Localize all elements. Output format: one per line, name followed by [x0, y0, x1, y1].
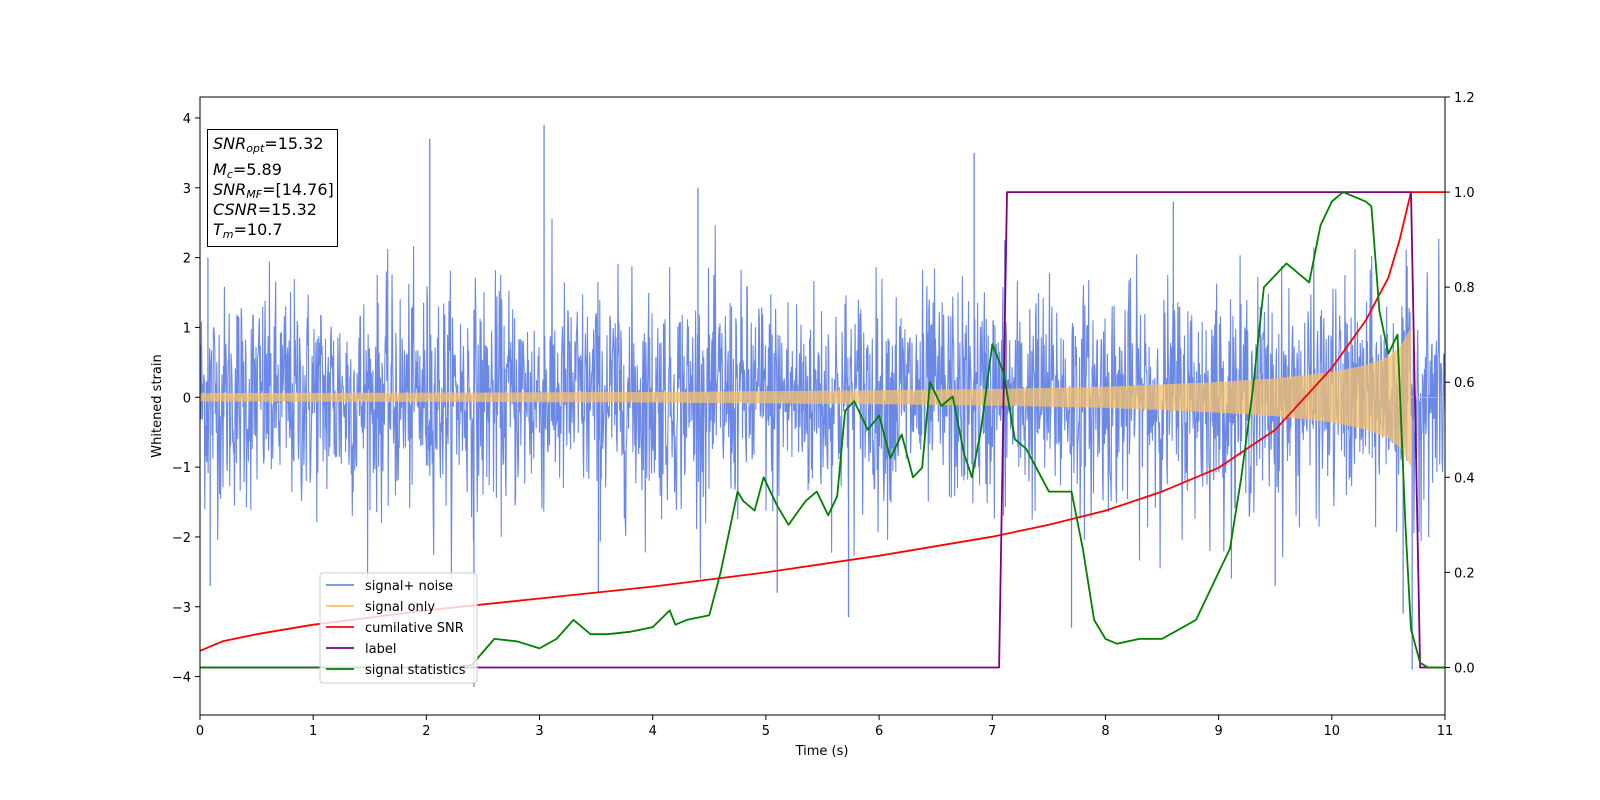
- legend-label: label: [365, 642, 396, 657]
- y-tick-label: −2: [172, 531, 191, 546]
- legend-label: signal only: [365, 600, 435, 615]
- y2-tick-label: 0.8: [1454, 281, 1475, 296]
- y-tick-label: 1: [183, 321, 191, 336]
- csnr-row: CSNR=15.32: [213, 200, 317, 219]
- x-tick-label: 6: [875, 724, 883, 739]
- x-tick-label: 10: [1324, 724, 1341, 739]
- y-tick-label: −4: [172, 671, 191, 686]
- snr-opt-row: SNRopt=15.32: [213, 134, 324, 155]
- legend-label: cumilative SNR: [365, 621, 464, 636]
- x-tick-label: 0: [196, 724, 204, 739]
- y2-tick-label: 0.2: [1454, 566, 1475, 581]
- x-tick-label: 3: [535, 724, 543, 739]
- y2-tick-label: 0.0: [1454, 661, 1475, 676]
- x-tick-label: 11: [1437, 724, 1454, 739]
- x-axis-label: Time (s): [795, 744, 849, 759]
- info-box: SNRopt=15.32 Mc=5.89 SNRMF=[14.76] CSNR=…: [207, 129, 338, 247]
- y-tick-label: 0: [183, 391, 191, 406]
- x-tick-label: 2: [422, 724, 430, 739]
- tm-row: Tm=10.7: [213, 220, 283, 241]
- y-tick-label: −3: [172, 601, 191, 616]
- y-tick-label: 4: [183, 112, 191, 127]
- x-tick-label: 9: [1214, 724, 1222, 739]
- mc-row: Mc=5.89: [213, 160, 282, 181]
- y-tick-label: 2: [183, 252, 191, 267]
- snr-mf-row: SNRMF=[14.76]: [213, 180, 334, 201]
- x-tick-label: 1: [309, 724, 317, 739]
- legend-frame: [319, 572, 478, 684]
- series-label-line: [200, 191, 1445, 669]
- y2-tick-label: 1.2: [1454, 91, 1475, 106]
- y-tick-label: −1: [172, 461, 191, 476]
- x-tick-label: 7: [988, 724, 996, 739]
- x-tick-label: 5: [762, 724, 770, 739]
- y2-tick-label: 0.4: [1454, 471, 1475, 486]
- y2-tick-label: 0.6: [1454, 376, 1475, 391]
- x-tick-label: 4: [649, 724, 657, 739]
- y-axis-label: Whitened strain: [150, 354, 165, 457]
- series-signal-noise-line: [200, 218, 1445, 579]
- series-signal-statistics-line: [200, 191, 1445, 669]
- legend-label: signal+ noise: [365, 579, 453, 594]
- plot-frame: [199, 96, 1446, 716]
- series-signal-only-line: [200, 327, 1445, 467]
- x-tick-label: 8: [1101, 724, 1109, 739]
- legend: signal+ noise signal only cumilative SNR la…: [319, 572, 478, 684]
- y2-tick-label: 1.0: [1454, 186, 1475, 201]
- y-tick-label: 3: [183, 182, 191, 197]
- legend-label: signal statistics: [365, 663, 466, 678]
